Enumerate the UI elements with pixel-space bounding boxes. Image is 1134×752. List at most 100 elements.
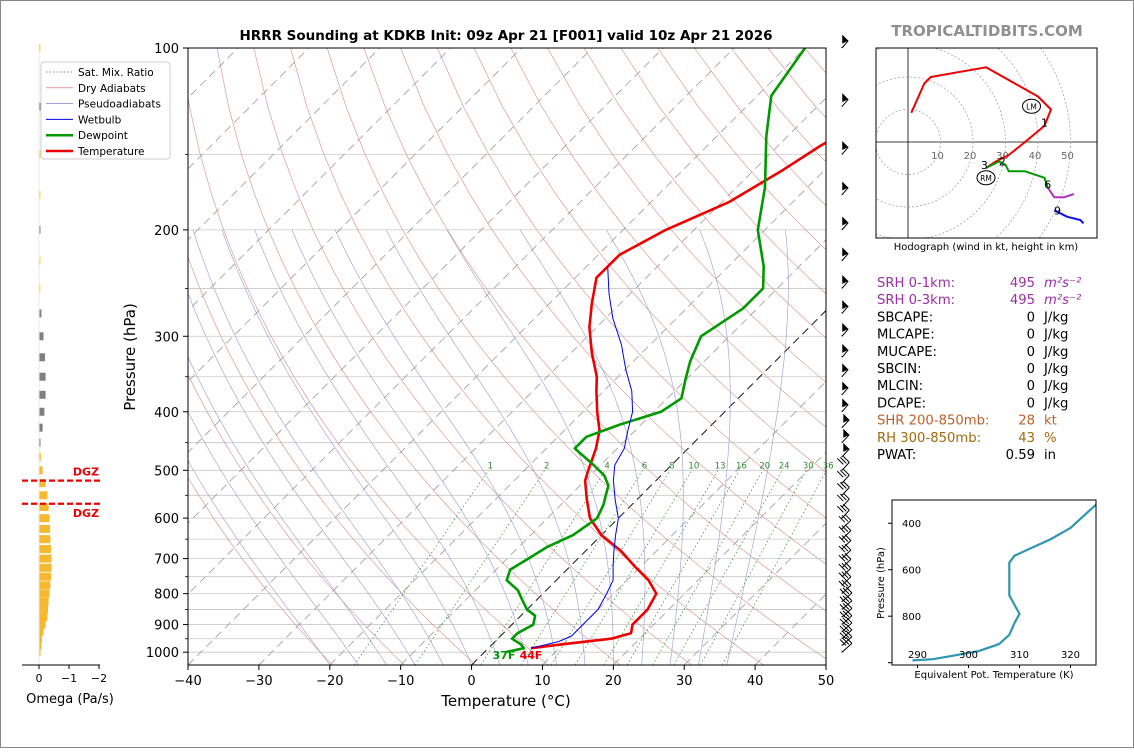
theta-e-y-tick-label: 400 [902,519,921,530]
x-axis-label: Temperature (°C) [440,692,570,710]
mixing-ratio-label: 36 [823,461,834,471]
x-tick-label: −30 [245,674,272,689]
index-value: 0 [1027,396,1035,411]
x-tick-label: 10 [534,674,551,689]
theta-e-y-axis-label: Pressure (hPa) [876,547,887,619]
index-label: SBCIN: [877,362,922,377]
index-value: 43 [1018,431,1035,446]
theta-e-x-tick-label: 290 [908,650,927,661]
legend-label: Dewpoint [78,130,128,142]
omega-bar [39,564,52,572]
index-unit: % [1044,431,1057,446]
storm-motion-label: LM [1026,102,1037,111]
index-label: RH 300-850mb: [877,431,981,446]
index-unit: J/kg [1043,328,1068,343]
omega-bar [39,466,43,474]
legend-label: Wetbulb [78,114,122,126]
omega-bar [39,535,50,543]
hodograph-height-label: 2 [999,156,1006,169]
index-unit: J/kg [1043,310,1068,325]
omega-bar [39,408,44,416]
index-unit: J/kg [1043,379,1068,394]
omega-bar [39,545,51,553]
omega-bar [39,581,50,589]
omega-bar [39,573,51,581]
index-unit: m²s⁻² [1044,276,1082,291]
mixing-ratio-label: 30 [803,461,814,471]
index-unit: J/kg [1043,396,1068,411]
hodograph-caption: Hodograph (wind in kt, height in km) [894,242,1079,253]
mixing-ratio-label: 1 [488,461,493,471]
theta-e-x-tick-label: 310 [1010,650,1029,661]
theta-e-x-axis-label: Equivalent Pot. Temperature (K) [914,670,1073,681]
hodograph-height-label: 9 [1054,204,1061,217]
index-value: 0 [1027,310,1035,325]
legend-label: Temperature [77,146,145,158]
mixing-ratio-label: 2 [544,461,549,471]
omega-bar [39,590,50,598]
index-value: 28 [1018,414,1035,429]
x-tick-label: −20 [316,674,343,689]
y-tick-label: 700 [154,553,179,568]
legend-label: Pseudoadiabats [78,99,161,111]
index-value: 0 [1027,345,1035,360]
hodograph-height-label: 6 [1044,178,1051,191]
mixing-ratio-label: 24 [779,461,790,471]
y-tick-label: 300 [154,330,179,345]
y-tick-label: 200 [154,224,179,239]
legend-label: Sat. Mix. Ratio [78,67,154,79]
mixing-ratio-label: 6 [642,461,647,471]
omega-bar [39,353,45,361]
legend-label: Dry Adiabats [78,83,146,95]
omega-bar [39,613,47,621]
hodograph-ring-label: 10 [931,151,944,162]
x-tick-label: −40 [174,674,201,689]
index-value: 0 [1027,379,1035,394]
index-unit: J/kg [1043,362,1068,377]
omega-bar [39,525,50,533]
y-tick-label: 1000 [146,646,179,661]
index-value: 0 [1027,362,1035,377]
theta-e-x-tick-label: 320 [1061,650,1080,661]
index-unit: kt [1044,414,1057,429]
y-tick-label: 400 [154,406,179,421]
omega-bar [39,555,52,563]
index-value: 495 [1010,276,1035,291]
omega-bar [39,598,49,606]
surface-dewpoint-label: 37F [493,649,516,662]
y-tick-label: 800 [154,588,179,603]
index-label: SBCAPE: [877,310,933,325]
omega-tick-label: 0 [36,672,43,685]
x-tick-label: −10 [387,674,414,689]
mixing-ratio-label: 8 [669,461,674,471]
index-label: MLCAPE: [877,328,935,343]
omega-tick-label: −1 [61,672,77,685]
mixing-ratio-label: 13 [715,461,726,471]
omega-bar [39,491,47,499]
y-tick-label: 600 [154,512,179,527]
mixing-ratio-label: 10 [688,461,699,471]
theta-e-y-tick-label: 800 [902,612,921,623]
omega-bar [39,628,44,636]
index-label: SHR 200-850mb: [877,414,989,429]
omega-tick-label: −2 [91,672,107,685]
index-label: MUCAPE: [877,345,937,360]
storm-motion-label: RM [980,174,992,183]
y-axis-label: Pressure (hPa) [121,303,139,411]
x-tick-label: 20 [605,674,622,689]
omega-axis-label: Omega (Pa/s) [26,692,114,707]
y-tick-label: 100 [154,42,179,57]
index-label: MLCIN: [877,379,923,394]
mixing-ratio-label: 16 [736,461,747,471]
index-unit: m²s⁻² [1044,293,1082,308]
index-label: SRH 0-3km: [877,293,955,308]
y-tick-label: 500 [154,464,179,479]
mixing-ratio-label: 4 [604,461,609,471]
omega-bar [39,514,50,522]
index-unit: J/kg [1043,345,1068,360]
omega-bar [39,621,46,629]
index-value: 0 [1027,328,1035,343]
index-unit: in [1044,448,1056,463]
chart-title: HRRR Sounding at KDKB Init: 09z Apr 21 [… [239,28,772,44]
